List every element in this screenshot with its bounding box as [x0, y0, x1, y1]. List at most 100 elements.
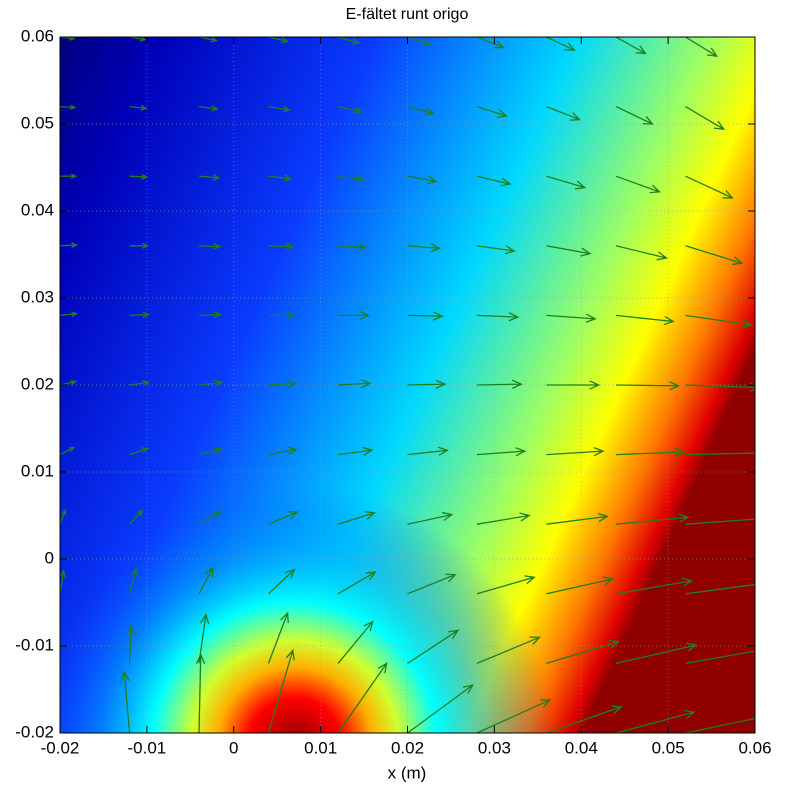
field-arrow — [198, 566, 214, 595]
field-arrow — [268, 105, 291, 113]
field-arrow — [129, 105, 148, 111]
field-arrow — [129, 509, 144, 525]
x-tick-label: -0.02 — [41, 738, 80, 757]
quiver — [60, 37, 755, 733]
field-arrow — [337, 511, 376, 525]
y-tick-label: 0 — [45, 548, 54, 567]
field-arrow — [268, 446, 298, 456]
field-arrow — [546, 175, 587, 190]
field-arrow — [129, 242, 150, 249]
field-arrow — [337, 242, 368, 252]
field-arrow — [546, 705, 623, 733]
field-arrow — [120, 670, 131, 733]
field-arrow — [129, 447, 150, 456]
x-tick-label: 0.02 — [391, 738, 424, 757]
field-arrow — [615, 175, 661, 194]
field-arrow — [337, 620, 374, 664]
field-arrow — [128, 567, 139, 594]
field-arrow — [60, 508, 67, 525]
field-arrow — [754, 732, 755, 733]
field-arrow — [60, 242, 79, 248]
field-arrow — [615, 642, 698, 665]
field-arrow — [60, 311, 79, 317]
field-arrow — [685, 314, 754, 329]
field-arrow — [60, 569, 67, 594]
field-arrow — [338, 310, 370, 321]
field-arrow — [546, 245, 592, 257]
field-arrow — [476, 312, 520, 322]
field-arrow — [754, 315, 755, 317]
field-arrow — [685, 717, 755, 733]
x-tick-label: 0.01 — [304, 738, 337, 757]
field-arrow — [267, 648, 295, 733]
chart-title: E-fältet runt origo — [346, 6, 469, 23]
field-arrow — [407, 511, 454, 525]
x-axis-label: x (m) — [388, 763, 427, 782]
field-arrow — [407, 446, 450, 456]
field-arrow — [615, 314, 675, 326]
field-arrow — [60, 173, 78, 179]
field-arrow — [337, 37, 361, 45]
field-arrow — [476, 636, 542, 664]
field-arrow — [267, 611, 289, 664]
x-tick-label: 0.06 — [738, 738, 771, 757]
field-arrow — [129, 379, 151, 387]
field-arrow — [268, 379, 298, 388]
y-tick-label: 0.03 — [21, 287, 54, 306]
field-arrow — [198, 447, 224, 456]
field-arrow — [195, 653, 206, 733]
field-arrow — [129, 311, 151, 318]
field-arrow — [685, 452, 755, 456]
y-tick-label: 0.02 — [21, 374, 54, 393]
x-tick-label: 0.04 — [565, 738, 598, 757]
field-arrow — [546, 447, 605, 457]
field-arrow — [476, 512, 531, 525]
field-arrow — [685, 175, 734, 199]
y-tick-label: -0.02 — [15, 722, 54, 741]
field-arrow — [198, 510, 223, 525]
field-arrow — [407, 243, 442, 253]
field-arrow — [615, 513, 690, 525]
field-arrow — [615, 381, 681, 391]
field-arrow — [546, 105, 581, 121]
field-arrow — [685, 583, 755, 595]
field-arrow — [407, 37, 432, 47]
field-arrow — [268, 311, 297, 320]
field-arrow — [615, 577, 694, 595]
y-tick-label: 0.06 — [21, 26, 54, 45]
field-arrow — [615, 37, 647, 55]
y-tick-label: 0.05 — [21, 113, 54, 132]
field-arrow — [754, 245, 755, 247]
field-arrow — [476, 379, 523, 389]
x-tick-label: -0.01 — [128, 738, 167, 757]
field-arrow — [546, 576, 615, 595]
field-arrow — [685, 106, 726, 131]
field-arrow — [268, 37, 290, 44]
field-arrow — [615, 106, 654, 125]
field-arrow — [685, 245, 744, 266]
field-arrow — [198, 379, 224, 387]
x-tick-label: 0.05 — [652, 738, 685, 757]
field-arrow — [407, 379, 447, 389]
field-arrow — [198, 311, 223, 319]
field-arrow — [615, 709, 696, 733]
field-arrow — [407, 311, 444, 321]
field-arrow — [60, 379, 78, 386]
field-arrow — [476, 37, 505, 49]
field-arrow — [615, 245, 668, 261]
field-arrow — [754, 176, 755, 177]
field-arrow — [754, 523, 755, 525]
field-arrow — [407, 175, 438, 185]
field-arrow — [407, 105, 436, 116]
x-tick-label: 0.03 — [478, 738, 511, 757]
field-arrow — [754, 453, 755, 455]
field-arrow — [337, 446, 374, 456]
field-arrow — [754, 662, 755, 664]
y-tick-label: -0.01 — [15, 635, 54, 654]
field-arrow — [685, 650, 755, 665]
field-arrow — [615, 447, 686, 457]
y-tick-label: 0.01 — [21, 461, 54, 480]
field-arrow — [337, 105, 364, 115]
field-arrow — [268, 568, 296, 595]
